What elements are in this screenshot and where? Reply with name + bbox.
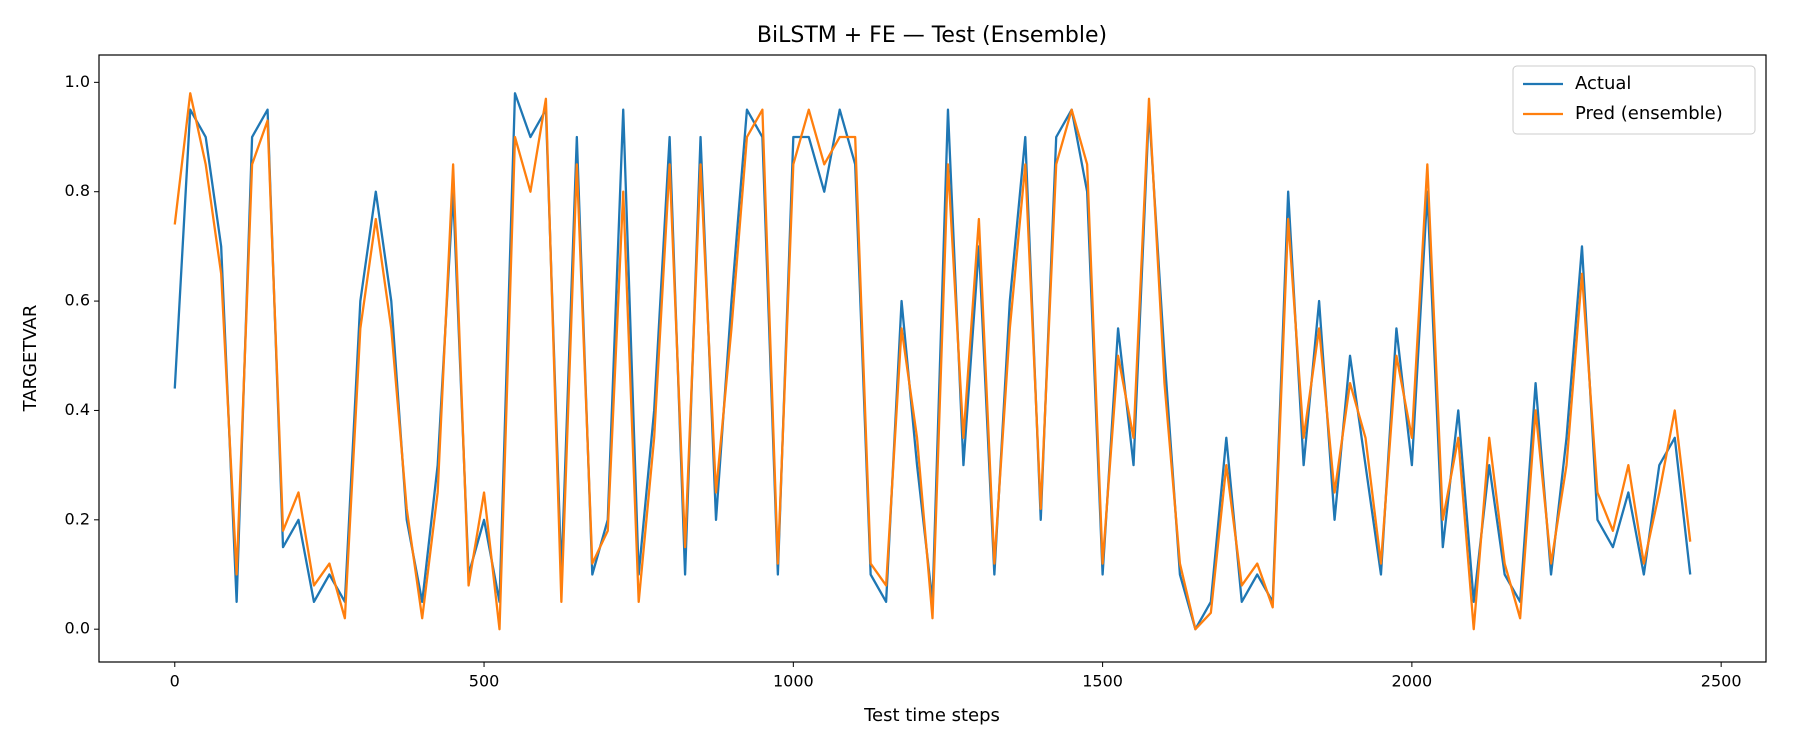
- chart-title: BiLSTM + FE — Test (Ensemble): [757, 23, 1107, 48]
- x-tick-label: 1500: [1082, 672, 1123, 691]
- x-tick-label: 2500: [1701, 672, 1742, 691]
- axes-frame: [98, 54, 1767, 663]
- y-tick-label: 0.8: [65, 181, 90, 200]
- y-tick-label: 0.4: [65, 400, 90, 419]
- legend-label: Pred (ensemble): [1575, 103, 1723, 124]
- x-tick-label: 1000: [773, 672, 814, 691]
- x-axis-label: Test time steps: [863, 705, 1000, 726]
- y-tick-label: 0.0: [65, 619, 90, 638]
- x-tick-label: 2000: [1392, 672, 1433, 691]
- y-tick-label: 0.6: [65, 291, 90, 310]
- x-tick-label: 0: [170, 672, 180, 691]
- y-axis-label: TARGETVAR: [20, 305, 41, 413]
- plot-area: 0.0 0.2 0.4 0.6 0.8 1.0 0 500 1000 1500 2000 2500 Ac…: [65, 54, 1767, 691]
- series-line: [173, 92, 1692, 631]
- legend-box: [1512, 65, 1756, 135]
- y-tick-label: 1.0: [65, 72, 90, 91]
- x-tick-label: 500: [469, 672, 500, 691]
- legend-label: Actual: [1575, 73, 1631, 94]
- y-tick-label: 0.2: [65, 509, 90, 528]
- series-line: [173, 92, 1692, 631]
